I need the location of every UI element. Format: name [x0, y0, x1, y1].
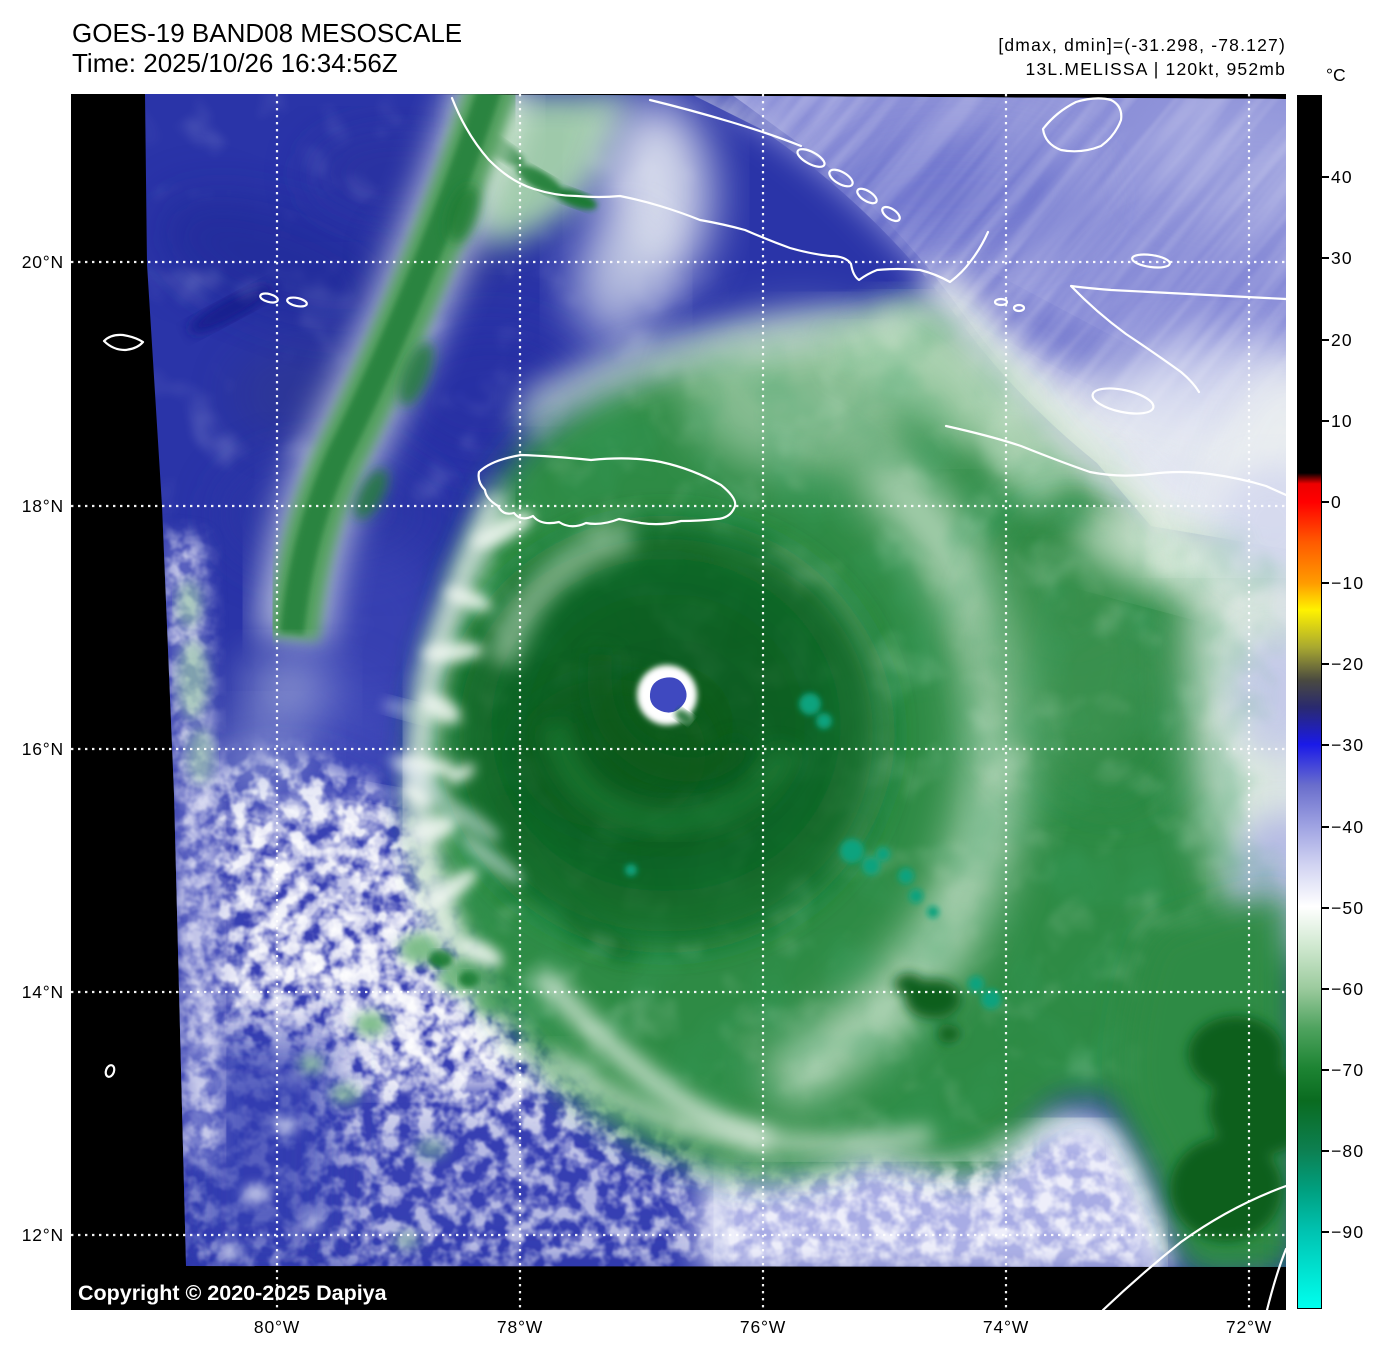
svg-text:Copyright © 2020-2025 Dapiya: Copyright © 2020-2025 Dapiya: [78, 1281, 388, 1305]
